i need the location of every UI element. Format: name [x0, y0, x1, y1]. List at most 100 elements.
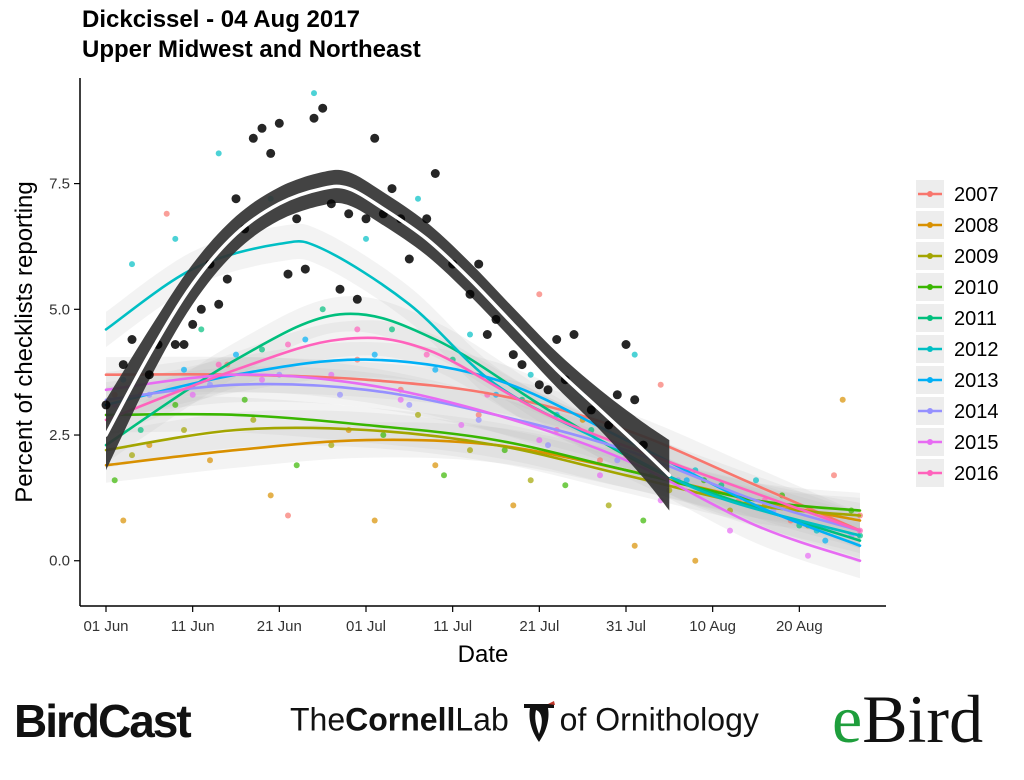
- point-2015: [189, 391, 196, 398]
- point-2010: [441, 472, 447, 479]
- point-2009: [328, 442, 335, 449]
- line-2016: [104, 336, 862, 532]
- band-2011: [106, 296, 860, 559]
- point-2011: [198, 326, 205, 333]
- current-year-point: [300, 264, 310, 274]
- point-2008: [839, 396, 846, 403]
- point-2013: [302, 336, 309, 343]
- x-tick-label: 31 Jul: [606, 618, 646, 635]
- point-2010: [172, 401, 179, 408]
- current-year-point: [318, 103, 328, 113]
- legend-dot-2013: [927, 377, 933, 383]
- point-2008: [510, 502, 517, 509]
- current-year-point: [517, 360, 527, 370]
- current-year-point: [569, 330, 579, 339]
- current-year-point: [127, 335, 137, 344]
- current-year-line: [104, 184, 672, 478]
- chart-title: Dickcissel - 04 Aug 2017: [82, 6, 360, 33]
- point-2011: [259, 346, 265, 353]
- current-year-point: [465, 289, 475, 299]
- point-2014: [475, 416, 482, 423]
- band-2013: [106, 341, 860, 564]
- current-year-point: [292, 214, 302, 224]
- band-2007: [106, 356, 860, 549]
- legend-dot-2008: [927, 222, 933, 228]
- ebird-bird-text: Bird: [862, 681, 984, 757]
- point-2008: [207, 457, 213, 464]
- current-year-point: [422, 214, 432, 224]
- point-2016: [285, 341, 291, 348]
- point-2012: [631, 351, 638, 358]
- current-year-point: [118, 360, 128, 370]
- band-2010: [106, 396, 860, 529]
- point-2015: [727, 527, 733, 534]
- point-2009: [129, 452, 135, 459]
- current-year-point: [188, 319, 198, 329]
- cornell-lab-text: Lab: [455, 701, 509, 738]
- y-tick-label: 0.0: [49, 553, 70, 570]
- current-year-point: [387, 184, 397, 194]
- current-year-point: [612, 390, 622, 400]
- x-tick-label: 11 Jul: [433, 618, 472, 635]
- current-year-point: [370, 133, 380, 143]
- point-2008: [631, 542, 638, 549]
- x-tick-label: 10 Aug: [689, 618, 736, 635]
- current-year-point: [344, 209, 354, 219]
- point-2012: [415, 195, 421, 202]
- point-2011: [319, 306, 326, 313]
- point-2010: [241, 396, 248, 403]
- legend-dot-2011: [927, 315, 933, 321]
- legend-label-2011: 2011: [954, 308, 997, 330]
- point-2012: [527, 371, 534, 378]
- band-2014: [106, 366, 860, 549]
- current-year-point: [474, 259, 484, 269]
- legend-dot-2012: [927, 346, 933, 352]
- point-2008: [120, 517, 127, 524]
- point-2014: [406, 401, 413, 408]
- point-2008: [692, 557, 699, 564]
- birdcast-logo: BirdCast: [14, 695, 192, 747]
- legend-dot-2014: [927, 408, 933, 414]
- current-year-point: [508, 350, 518, 360]
- point-2012: [172, 235, 179, 242]
- legend-label-2009: 2009: [954, 246, 999, 268]
- band-2012: [106, 223, 860, 554]
- point-2015: [397, 396, 404, 403]
- legend-dot-2007: [927, 191, 933, 197]
- point-2015: [536, 437, 543, 444]
- point-2012: [129, 261, 135, 268]
- point-2015: [805, 552, 811, 559]
- point-2012: [753, 477, 759, 484]
- point-2012: [467, 331, 473, 338]
- point-2007: [536, 291, 543, 298]
- point-2010: [293, 462, 300, 469]
- current-year-point: [231, 194, 241, 204]
- point-2013: [371, 351, 378, 358]
- legend-dot-2010: [927, 284, 933, 290]
- point-2009: [527, 477, 534, 484]
- current-year-point: [283, 269, 293, 279]
- current-year-point: [144, 370, 154, 380]
- legend-label-2007: 2007: [954, 184, 999, 206]
- axes: 01 Jun 11 Jun 21 Jun 01 Jul 11 Jul 21 Jul 31 J…: [11, 78, 886, 668]
- point-2013: [432, 366, 439, 373]
- point-2007: [657, 381, 664, 388]
- point-2007: [163, 210, 170, 217]
- current-year-point: [604, 420, 614, 430]
- point-2009: [415, 411, 421, 418]
- x-tick-label: 20 Aug: [776, 618, 823, 635]
- point-2012: [363, 235, 369, 242]
- point-2014: [545, 442, 551, 449]
- point-2015: [597, 472, 603, 479]
- line-2015: [104, 373, 862, 562]
- chart-svg: 01 Jun 11 Jun 21 Jun 01 Jul 11 Jul 21 Jul 31 J…: [11, 78, 999, 668]
- point-2010: [111, 477, 118, 484]
- point-2010: [562, 482, 569, 489]
- chart-subtitle: Upper Midwest and Northeast: [82, 36, 421, 63]
- current-year-point: [352, 294, 362, 304]
- legend-label-2013: 2013: [954, 370, 999, 392]
- point-2012: [215, 150, 222, 157]
- current-year-point: [309, 113, 319, 123]
- point-2016: [423, 351, 430, 358]
- point-2009: [605, 502, 612, 509]
